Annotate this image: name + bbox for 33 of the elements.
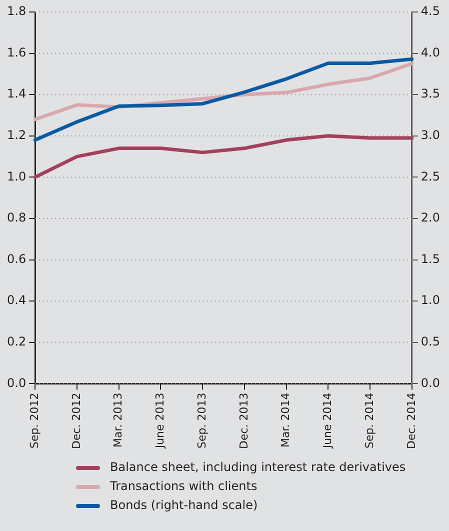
y-tick-label: 1.8 — [6, 4, 26, 18]
y-tick-label: 1.2 — [6, 128, 26, 142]
x-tick-label: Dec. 2012 — [70, 392, 83, 450]
y-tick-label: 0.2 — [6, 334, 26, 349]
legend-label: Transactions with clients — [109, 479, 258, 494]
legend-label: Bonds (right-hand scale) — [110, 498, 258, 512]
y2-tick-label: 3.5 — [420, 86, 440, 101]
x-tick-label: Sep. 2013 — [195, 392, 208, 448]
y-tick-label: 0.4 — [6, 293, 26, 308]
x-tick-label: Dec. 2013 — [237, 392, 250, 450]
y-tick-label: 0.8 — [6, 210, 26, 225]
y-tick-label: 0.6 — [6, 252, 26, 266]
y-tick-label: 1.6 — [6, 45, 26, 60]
x-tick-label: Mar. 2013 — [112, 392, 125, 448]
y2-tick-label: 0.0 — [420, 376, 440, 390]
y-tick-label: 1.0 — [6, 169, 26, 184]
y-tick-label: 1.4 — [6, 86, 26, 101]
x-tick-label: Sep. 2012 — [28, 392, 41, 448]
legend-label: Balance sheet, including interest rate derivatives — [110, 460, 406, 474]
x-tick-label: June 2014 — [321, 392, 334, 450]
y2-tick-label: 3.0 — [420, 128, 440, 142]
y2-tick-label: 0.5 — [420, 334, 440, 349]
y2-tick-label: 1.5 — [420, 252, 440, 266]
y2-tick-label: 2.0 — [420, 210, 440, 225]
x-tick-label: Dec. 2014 — [404, 392, 418, 450]
y-tick-label: 0.0 — [6, 376, 26, 390]
y2-tick-label: 4.5 — [420, 4, 440, 18]
x-tick-label: June 2013 — [154, 392, 167, 450]
x-tick-label: Sep. 2014 — [362, 392, 376, 448]
y2-tick-label: 1.0 — [420, 293, 440, 308]
y2-tick-label: 4.0 — [420, 45, 440, 60]
y2-tick-label: 2.5 — [420, 169, 440, 184]
x-tick-label: Mar. 2014 — [279, 392, 292, 448]
